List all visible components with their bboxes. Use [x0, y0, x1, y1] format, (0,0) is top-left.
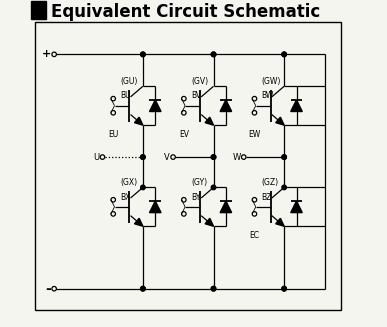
Circle shape — [282, 286, 286, 291]
Circle shape — [282, 185, 286, 190]
Bar — [31, 1, 46, 19]
Text: (GV): (GV) — [191, 77, 208, 86]
Text: (GZ): (GZ) — [262, 179, 279, 187]
Circle shape — [211, 155, 216, 159]
Circle shape — [140, 185, 145, 190]
Polygon shape — [291, 201, 302, 213]
Text: (GW): (GW) — [262, 77, 281, 86]
Text: V: V — [164, 153, 170, 162]
Text: BU: BU — [120, 92, 131, 100]
Circle shape — [140, 52, 145, 57]
Text: BY: BY — [191, 193, 200, 201]
Circle shape — [282, 286, 286, 291]
Circle shape — [211, 286, 216, 291]
Text: EV: EV — [179, 130, 189, 139]
Polygon shape — [220, 201, 232, 213]
Circle shape — [211, 185, 216, 190]
Polygon shape — [149, 100, 161, 112]
Text: -: - — [45, 282, 51, 296]
Polygon shape — [205, 218, 214, 226]
Circle shape — [211, 52, 216, 57]
Polygon shape — [205, 117, 214, 125]
Circle shape — [282, 155, 286, 159]
Text: (GU): (GU) — [120, 77, 138, 86]
Circle shape — [140, 52, 145, 57]
Circle shape — [282, 52, 286, 57]
Polygon shape — [276, 218, 284, 226]
Circle shape — [140, 286, 145, 291]
Text: BX: BX — [120, 193, 131, 201]
Circle shape — [211, 286, 216, 291]
Text: EU: EU — [108, 130, 118, 139]
Circle shape — [140, 155, 145, 159]
Polygon shape — [134, 218, 143, 226]
Text: EC: EC — [250, 231, 259, 240]
Circle shape — [140, 155, 145, 159]
Polygon shape — [220, 100, 232, 112]
Text: EW: EW — [248, 130, 260, 139]
Polygon shape — [291, 100, 302, 112]
Polygon shape — [276, 117, 284, 125]
Circle shape — [211, 155, 216, 159]
Text: BW: BW — [262, 92, 274, 100]
Bar — [35, 22, 341, 310]
Polygon shape — [134, 117, 143, 125]
Text: W: W — [232, 153, 240, 162]
Circle shape — [282, 52, 286, 57]
Text: BV: BV — [191, 92, 201, 100]
Text: BZ: BZ — [262, 193, 272, 201]
Polygon shape — [149, 201, 161, 213]
Text: Equivalent Circuit Schematic: Equivalent Circuit Schematic — [51, 3, 320, 21]
Text: +: + — [42, 49, 51, 60]
Circle shape — [211, 52, 216, 57]
Circle shape — [140, 286, 145, 291]
Text: U: U — [93, 153, 99, 162]
Text: (GX): (GX) — [120, 179, 137, 187]
Text: (GY): (GY) — [191, 179, 207, 187]
Circle shape — [282, 155, 286, 159]
